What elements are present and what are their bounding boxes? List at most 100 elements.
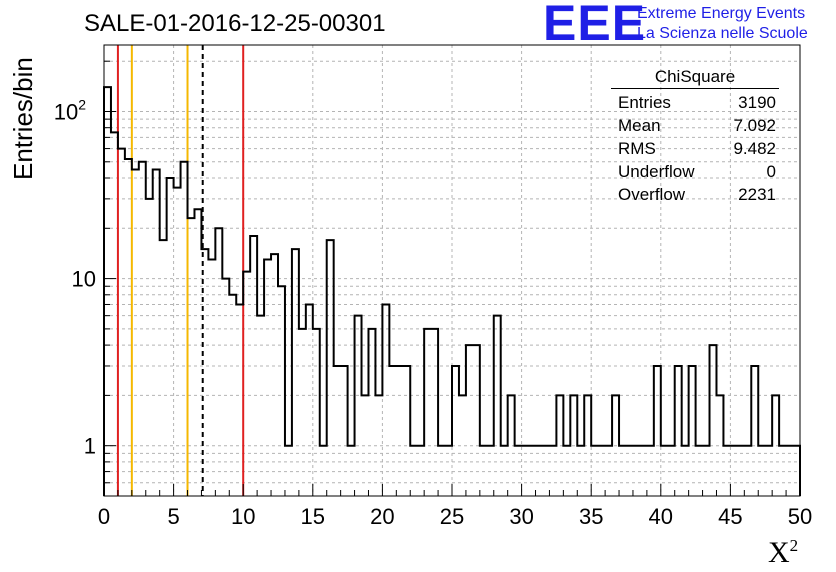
histogram-bin xyxy=(675,366,682,496)
stats-row-rms: RMS 9.482 xyxy=(618,139,776,158)
histogram-bin xyxy=(194,209,201,496)
histogram-bin xyxy=(710,345,717,496)
histogram-bin xyxy=(487,446,494,496)
histogram-bin xyxy=(146,199,153,496)
histogram-bin xyxy=(181,162,188,496)
histogram-bin xyxy=(250,236,257,496)
histogram-bin xyxy=(271,254,278,496)
histogram-bin xyxy=(257,316,264,496)
stats-box: ChiSquare Entries 3190 Mean 7.092 RMS 9.482… xyxy=(611,66,779,206)
histogram-bin xyxy=(417,446,424,496)
histogram-bin xyxy=(619,446,626,496)
histogram-bin xyxy=(445,446,452,496)
x-tick-label: 40 xyxy=(649,504,673,529)
y-tick-label: 10 xyxy=(72,267,96,292)
histogram-bin xyxy=(243,272,250,496)
histogram-bin xyxy=(570,395,577,496)
histogram-bin xyxy=(208,260,215,496)
logo-line-2: La Scienza nelle Scuole xyxy=(637,25,808,42)
histogram-bin xyxy=(605,446,612,496)
histogram-bin xyxy=(682,446,689,496)
histogram-bin xyxy=(375,395,382,496)
y-tick-label: 102 xyxy=(54,96,86,124)
x-tick-label: 30 xyxy=(509,504,533,529)
histogram-bin xyxy=(320,446,327,496)
histogram-bin xyxy=(584,395,591,496)
histogram-bin xyxy=(403,366,410,496)
y-tick-label: 1 xyxy=(84,434,96,459)
histogram-bin xyxy=(160,240,167,496)
histogram-bin xyxy=(125,159,132,496)
histogram-bin xyxy=(167,178,174,496)
histogram-bin xyxy=(188,218,195,496)
histogram-bin xyxy=(174,188,181,496)
histogram-bin xyxy=(215,228,222,496)
histogram-bin xyxy=(355,316,362,496)
histogram-bin xyxy=(612,395,619,496)
histogram-bin xyxy=(278,286,285,496)
histogram-bin xyxy=(424,329,431,496)
histogram-bin xyxy=(647,446,654,496)
histogram-bin xyxy=(563,446,570,496)
histogram-bin xyxy=(542,446,549,496)
histogram-bin xyxy=(744,446,751,496)
histogram-bin xyxy=(501,446,508,496)
x-tick-label: 10 xyxy=(231,504,255,529)
histogram-bin xyxy=(368,329,375,496)
histogram-bin xyxy=(765,446,772,496)
histogram-bin xyxy=(598,446,605,496)
histogram-bin xyxy=(536,446,543,496)
eee-logo: EEE xyxy=(543,0,647,51)
histogram-bin xyxy=(751,366,758,496)
histogram-bin xyxy=(111,132,118,496)
histogram-bin xyxy=(313,329,320,496)
histogram-bin xyxy=(591,446,598,496)
x-axis-label: X2 xyxy=(768,536,799,569)
stats-row-entries: Entries 3190 xyxy=(618,93,776,112)
histogram-bin xyxy=(229,295,236,496)
histogram-bin xyxy=(396,366,403,496)
histogram-bin xyxy=(480,446,487,496)
x-tick-label: 45 xyxy=(718,504,742,529)
histogram-bin xyxy=(494,316,501,496)
histogram-bin xyxy=(730,446,737,496)
histogram-bin xyxy=(661,446,668,496)
histogram-bin xyxy=(737,446,744,496)
histogram-bin xyxy=(292,249,299,496)
histogram-bin xyxy=(640,446,647,496)
histogram-bin xyxy=(348,446,355,496)
histogram-bin xyxy=(153,169,160,496)
histogram-bin xyxy=(633,446,640,496)
histogram-bin xyxy=(452,366,459,496)
histogram-bin xyxy=(556,395,563,496)
histogram-bin xyxy=(264,260,271,496)
histogram-bin xyxy=(285,446,292,496)
stats-title: ChiSquare xyxy=(654,67,736,86)
histogram-bin xyxy=(389,366,396,496)
histogram-bin xyxy=(306,304,313,496)
histogram-outline xyxy=(103,86,801,496)
histogram-bin xyxy=(201,249,208,496)
x-tick-label: 20 xyxy=(370,504,394,529)
histogram-bin xyxy=(515,446,522,496)
histogram-bin xyxy=(549,446,556,496)
x-tick-label: 15 xyxy=(301,504,325,529)
histogram-bin xyxy=(431,329,438,496)
histogram-bin xyxy=(772,395,779,496)
histogram-bin xyxy=(703,446,710,496)
x-tick-label: 0 xyxy=(98,504,110,529)
histogram-bin xyxy=(236,304,243,496)
histogram-bin xyxy=(689,366,696,496)
histogram-bin xyxy=(577,446,584,496)
histogram-bin xyxy=(522,446,529,496)
histogram-bin xyxy=(382,304,389,496)
x-tick-label: 35 xyxy=(579,504,603,529)
histogram-bin xyxy=(410,446,417,496)
histogram-bin xyxy=(466,345,473,496)
y-axis-label: Entries/bin xyxy=(8,57,38,180)
histogram-bin xyxy=(139,162,146,496)
stats-row-overflow: Overflow 2231 xyxy=(618,185,776,204)
histogram-bin xyxy=(779,446,786,496)
histogram-bin xyxy=(758,446,765,496)
